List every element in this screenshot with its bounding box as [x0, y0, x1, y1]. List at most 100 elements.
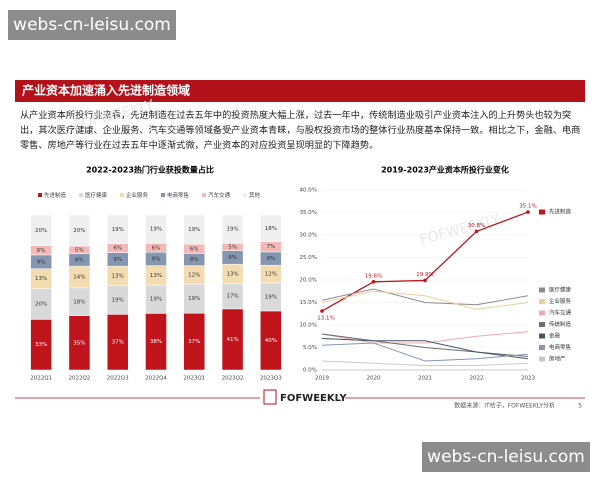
legend-label: 其他	[249, 191, 261, 199]
data-label: 13%	[112, 273, 124, 279]
data-label: 19%	[188, 227, 200, 233]
x-tick-label: 2022Q3	[107, 376, 129, 382]
y-tick-label: 30.0%	[300, 233, 317, 239]
y-tick-label: 20.0%	[300, 278, 317, 284]
x-tick-label: 2022Q1	[30, 376, 52, 382]
legend-swatch	[243, 193, 247, 197]
data-label: 9%	[266, 256, 275, 262]
bar-segment	[221, 214, 244, 244]
data-label: 8%	[75, 257, 84, 263]
point	[526, 210, 530, 214]
data-label: 12%	[265, 272, 277, 278]
title-bar	[15, 80, 585, 102]
y-tick-label: 10.0%	[300, 323, 317, 329]
data-label: 13.1%	[317, 316, 334, 322]
bar-segment	[68, 214, 91, 247]
data-label: 19%	[150, 297, 162, 303]
data-label: 14%	[73, 275, 85, 281]
legend-label: 汽车交通	[208, 191, 231, 199]
paragraph: 从产业资本所投行业来看，先进制造在过去五年中的投资热度大幅上涨，过去一年中，传统…	[20, 110, 581, 151]
data-label: 13%	[226, 271, 238, 277]
bar-segment	[145, 214, 167, 244]
data-label: 18%	[265, 226, 277, 232]
data-label: 19%	[112, 298, 124, 304]
data-label: 41%	[226, 337, 238, 343]
legend-label: 企业服务	[126, 191, 149, 199]
legend-label: 医疗健康	[549, 286, 572, 294]
x-tick-label: 2023Q1	[183, 376, 205, 382]
data-label: 35%	[73, 340, 85, 346]
data-label: 37%	[112, 340, 124, 346]
x-tick-label: 2022	[470, 376, 484, 382]
legend-swatch	[38, 193, 42, 197]
data-label: 6%	[113, 246, 122, 252]
data-label: 13%	[35, 276, 47, 282]
point	[320, 309, 324, 313]
x-tick-label: 2023Q2	[222, 376, 244, 382]
data-label: 5%	[228, 245, 237, 251]
legend-swatch	[539, 333, 545, 339]
legend-swatch	[539, 287, 545, 293]
data-label: 40%	[265, 338, 277, 344]
data-label: 6%	[152, 245, 161, 251]
y-tick-label: 15.0%	[300, 300, 317, 306]
source: 数据来源：IT桔子，FOFWEEKLY分析	[454, 402, 555, 410]
legend-swatch	[161, 193, 165, 197]
logo: FOFWEEKLY	[280, 393, 347, 404]
data-label: 12%	[188, 272, 200, 278]
bar-segment	[260, 214, 282, 242]
data-label: 35.1%	[519, 204, 536, 210]
data-label: 13%	[150, 273, 162, 279]
line	[321, 288, 529, 306]
data-label: 30.8%	[468, 223, 485, 229]
legend-swatch	[539, 209, 545, 215]
data-label: 20%	[35, 302, 47, 308]
y-tick-label: 5.0%	[303, 345, 317, 351]
legend-swatch	[120, 193, 124, 197]
chart-watermark: FOFWEEKLY	[72, 97, 156, 134]
legend-label: 汽车交通	[549, 309, 572, 317]
legend-swatch	[79, 193, 83, 197]
legend-label: 电商零售	[167, 191, 189, 199]
x-tick-label: 2022Q2	[69, 376, 91, 382]
x-tick-label: 2023	[521, 376, 535, 382]
line	[321, 290, 529, 310]
x-tick-label: 2019	[315, 376, 329, 382]
point	[423, 278, 427, 283]
y-tick-label: 40.0%	[300, 188, 317, 194]
legend-label: 电商零售	[549, 343, 571, 351]
y-tick-label: 0.0%	[303, 368, 317, 374]
legend-label: 企业服务	[549, 297, 572, 305]
data-label: 9%	[37, 259, 46, 265]
legend-swatch	[202, 193, 206, 197]
y-tick-label: 35.0%	[300, 210, 317, 216]
legend-swatch	[539, 310, 545, 316]
x-tick-label: 2021	[418, 376, 432, 382]
bar-segment	[183, 214, 206, 245]
data-label: 5%	[75, 247, 84, 253]
data-label: 8%	[190, 257, 199, 263]
legend-label: 房地产	[549, 355, 566, 363]
line	[321, 331, 529, 344]
data-label: 19%	[112, 227, 124, 233]
data-label: 9%	[228, 255, 237, 261]
bar-segment	[30, 214, 52, 246]
line	[321, 333, 529, 357]
data-label: 9%	[152, 256, 161, 262]
data-label: 19.6%	[365, 273, 382, 279]
line	[321, 338, 529, 360]
data-label: 37%	[188, 339, 200, 345]
legend-label: 先进制造	[44, 191, 67, 199]
line	[321, 342, 529, 362]
data-label: 20%	[35, 228, 47, 234]
data-label: 19.9%	[416, 272, 433, 278]
data-label: 9%	[113, 257, 122, 263]
slide-title: 产业资本加速涌入先进制造领域	[22, 83, 190, 98]
data-label: 33%	[35, 342, 47, 348]
legend-label: 传统制造	[549, 320, 572, 328]
legend-swatch	[539, 345, 545, 350]
logo-icon	[263, 389, 277, 405]
line	[321, 360, 529, 366]
